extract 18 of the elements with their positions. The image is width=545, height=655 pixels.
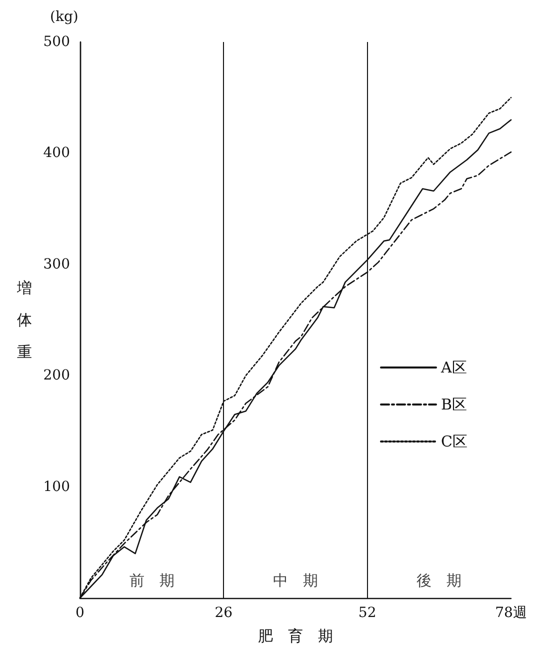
y-tick-label: 200 [43, 368, 70, 384]
annotation: 前 期 [129, 572, 174, 590]
x-tick-label: 78週 [495, 605, 527, 621]
y-tick-label: 500 [43, 34, 70, 50]
annotation: 中 期 [273, 572, 318, 590]
text: (kg) [50, 9, 78, 25]
x-tick-label: 26 [214, 605, 233, 621]
x-tick-label: 52 [358, 605, 376, 621]
legend-label: A区 [440, 358, 467, 376]
y-tick-label: 400 [43, 145, 70, 162]
legend-label: C区 [441, 432, 468, 450]
annotation: 後 期 [416, 572, 462, 590]
y-tick-label: 300 [43, 256, 70, 272]
x-tick-label: 0 [76, 605, 84, 621]
x-axis-title: 肥 育 期 [258, 627, 333, 645]
y-tick-label: 100 [43, 478, 70, 495]
y-axis-title: 増体重 [16, 279, 32, 361]
legend-label: B区 [441, 396, 468, 414]
